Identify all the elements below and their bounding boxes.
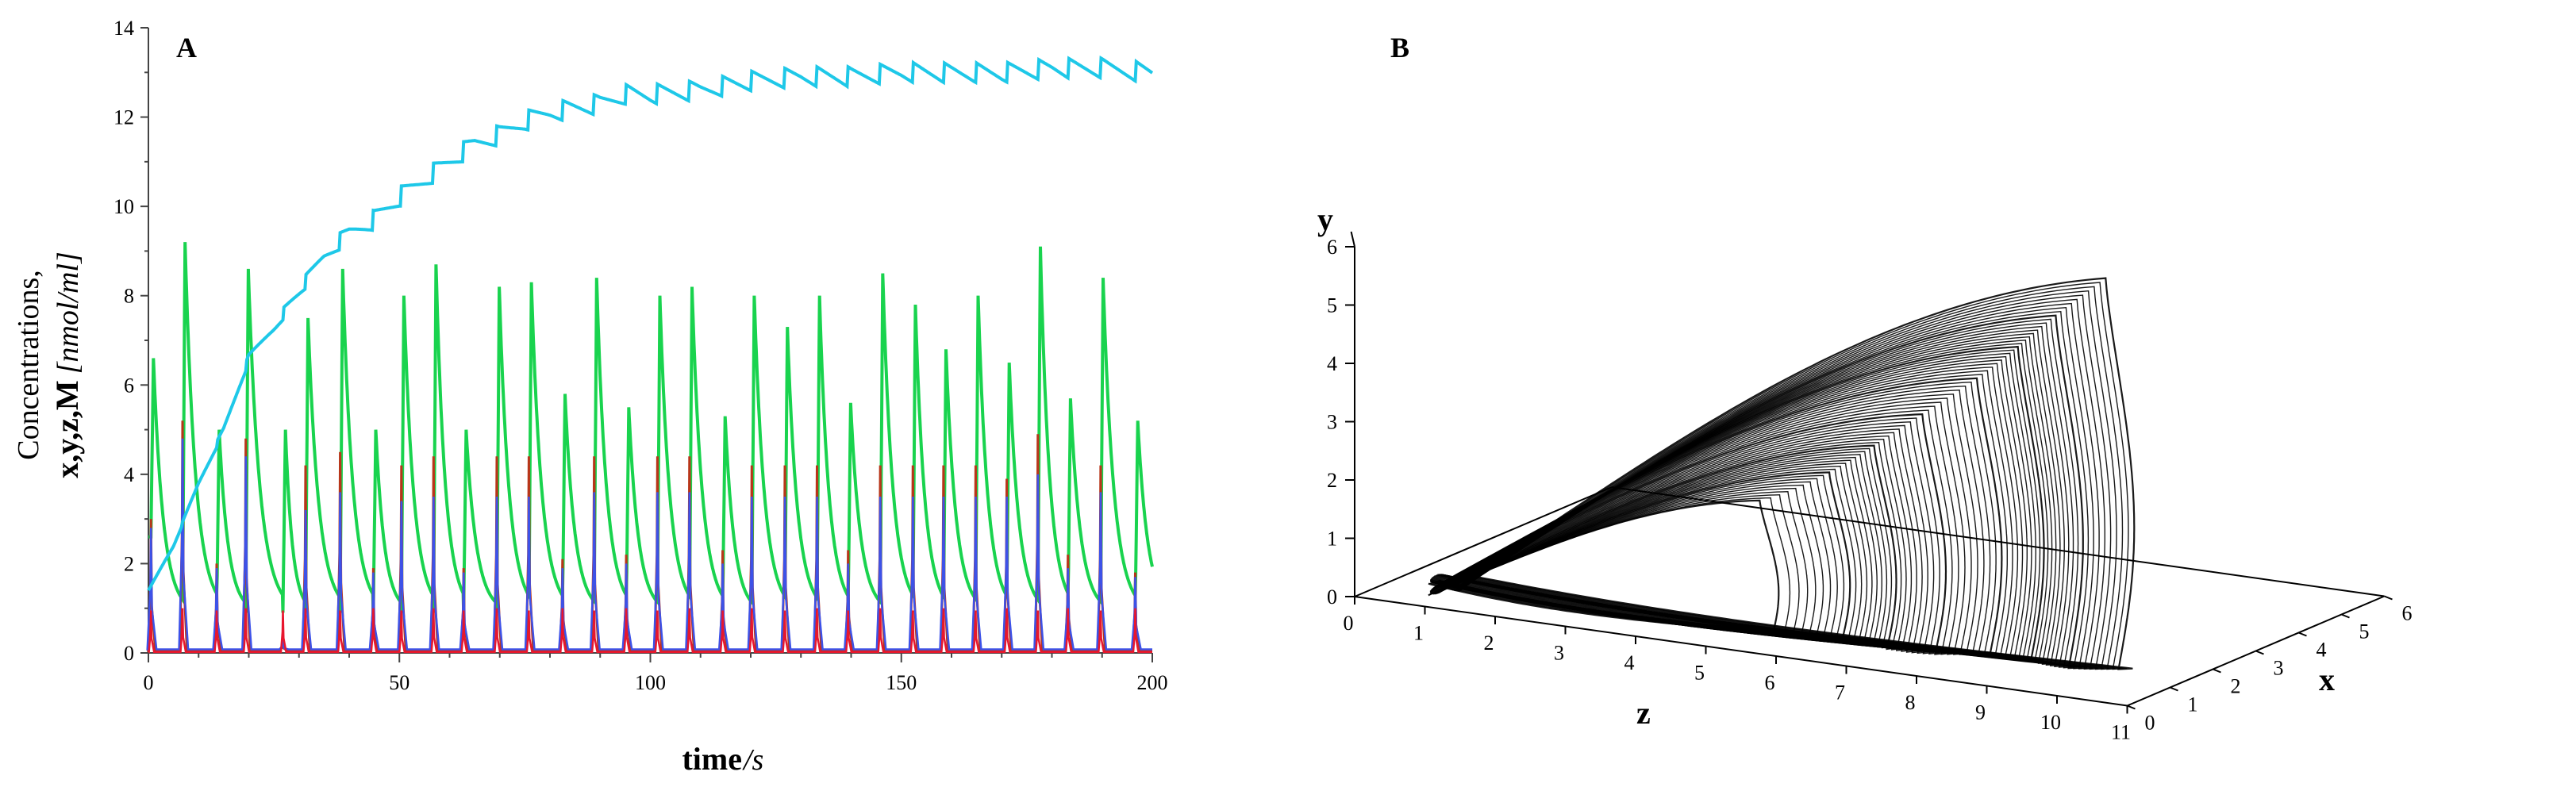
z-tick-label: 8 [1905,691,1916,714]
y-tick-label: 8 [124,285,134,308]
x-tick-label: 200 [1137,671,1168,694]
series-line-y [147,420,1153,652]
y-tick-label: 0 [1327,585,1337,608]
y-tick-label: 14 [113,17,134,40]
attractor-loop [1429,413,1947,655]
y-axis-vars: x,y,z,M [49,380,85,478]
x-tick-label: 1 [2188,693,2198,716]
attractor-loop [1451,332,2061,666]
attractor-loop [1431,401,1966,655]
z-tick-label: 6 [1765,671,1775,694]
y-tick-label: 12 [113,106,134,129]
attractor-loop [1432,397,1972,655]
attractor-loop [1448,343,2049,663]
x-tick-mark [2170,686,2178,692]
panel-a-series [146,56,1154,654]
x-tick-label: 5 [2359,620,2370,643]
y-tick-label: 1 [1327,528,1337,551]
y-tick-label: 0 [124,642,134,665]
y-tick-label: 10 [113,195,134,218]
x-axis-unit: /s [742,743,763,777]
attractor-loop [1461,282,2129,670]
y-tick-label: 2 [1327,469,1337,492]
z-tick-label: 5 [1694,662,1705,685]
x-tick-mark [2298,632,2307,637]
z-tick-label: 1 [1413,622,1424,645]
z-tick-label: 7 [1835,681,1845,704]
z-tick-label: 3 [1554,642,1564,665]
z-tick-label: 10 [2040,711,2061,734]
panel-a-ticks: 0 2 4 6 8 10 12 14 0 50 100 150 200 [113,17,1168,694]
attractor-loop [1459,310,2090,670]
attractor-loop [1441,363,2024,658]
y-tick-label: 6 [1327,236,1337,259]
y-axis-unit: [nmol/ml] [52,251,85,374]
z-tick-label: 0 [1344,612,1354,635]
panel-a-time-series: A 0 2 4 6 8 10 12 14 0 50 100 150 200 time /s Concen… [12,17,1168,777]
attractor-loop [1462,286,2124,670]
x-tick-mark [2255,650,2264,655]
attractor-trajectory [1428,277,2136,670]
attractor-loop [1430,409,1953,655]
series-line-z [148,242,1154,613]
y-tick-label: 3 [1327,411,1337,434]
y-tick-label: 4 [1327,352,1337,375]
x-tick-label: 150 [886,671,917,694]
x-tick-label: 100 [635,671,666,694]
series-line-m [147,56,1154,592]
x-tick-label: 0 [2145,712,2155,735]
attractor-loop [1461,298,2105,670]
z-tick-label: 2 [1484,632,1494,655]
panel-b-phase-portrait: B 0 1 2 3 4 5 6 0 1 2 3 4 5 6 7 8 9 10 11 0 1 2 3 4 5 6 y z x [1317,32,2413,744]
z-tick-label: 9 [1975,701,1986,724]
y-axis-title-line2: x,y,z,M [nmol/ml] [49,251,85,478]
x-tick-mark [2384,595,2393,601]
x-axis-letter: x [2319,662,2335,697]
attractor-loop [1462,294,2112,670]
x-axis-back-line [1354,486,1613,597]
series-line-baseline [148,608,1153,654]
panel-b-axes: 0 1 2 3 4 5 6 0 1 2 3 4 5 6 7 8 9 10 11 0 1 2 3 4 5 6 [1327,231,2413,744]
x-tick-label: 3 [2274,657,2284,680]
panel-a-axes [140,27,1153,662]
y-axis-title-2: x,y,z,M [nmol/ml] [49,251,85,478]
attractor-loop [1462,290,2117,670]
y-axis-title: Concentrations, [12,270,45,460]
panel-label-b: B [1390,32,1409,63]
attractor-loop [1460,302,2100,670]
x-tick-mark [2213,668,2221,674]
z-tick-label: 4 [1624,651,1635,674]
x-tick-mark [2341,613,2350,619]
z-axis-letter: z [1636,695,1651,731]
x-axis-title: time [682,741,742,777]
y-tick-label: 6 [124,374,134,397]
y-tick-label: 5 [1327,294,1337,317]
attractor-loop [1430,405,1959,655]
x-tick-label: 6 [2402,602,2413,625]
series-line-x [146,438,1153,651]
y-axis-cap [1350,231,1355,248]
attractor-loop [1456,318,2079,669]
z-axis-line [1354,596,2128,707]
y-axis-title-line1: Concentrations, [12,270,45,460]
attractor-loop [1460,277,2136,670]
y-tick-label: 4 [124,463,134,486]
x-tick-label: 50 [389,671,409,694]
y-axis-letter: y [1317,202,1333,237]
x-tick-label: 2 [2231,675,2241,698]
z-tick-label: 11 [2111,721,2131,744]
x-tick-label: 4 [2316,639,2327,662]
x-tick-label: 0 [144,671,154,694]
back-edge-line [1611,486,2385,597]
x-tick-mark [2127,704,2136,710]
y-tick-label: 2 [124,552,134,575]
panel-label-a: A [176,32,197,63]
